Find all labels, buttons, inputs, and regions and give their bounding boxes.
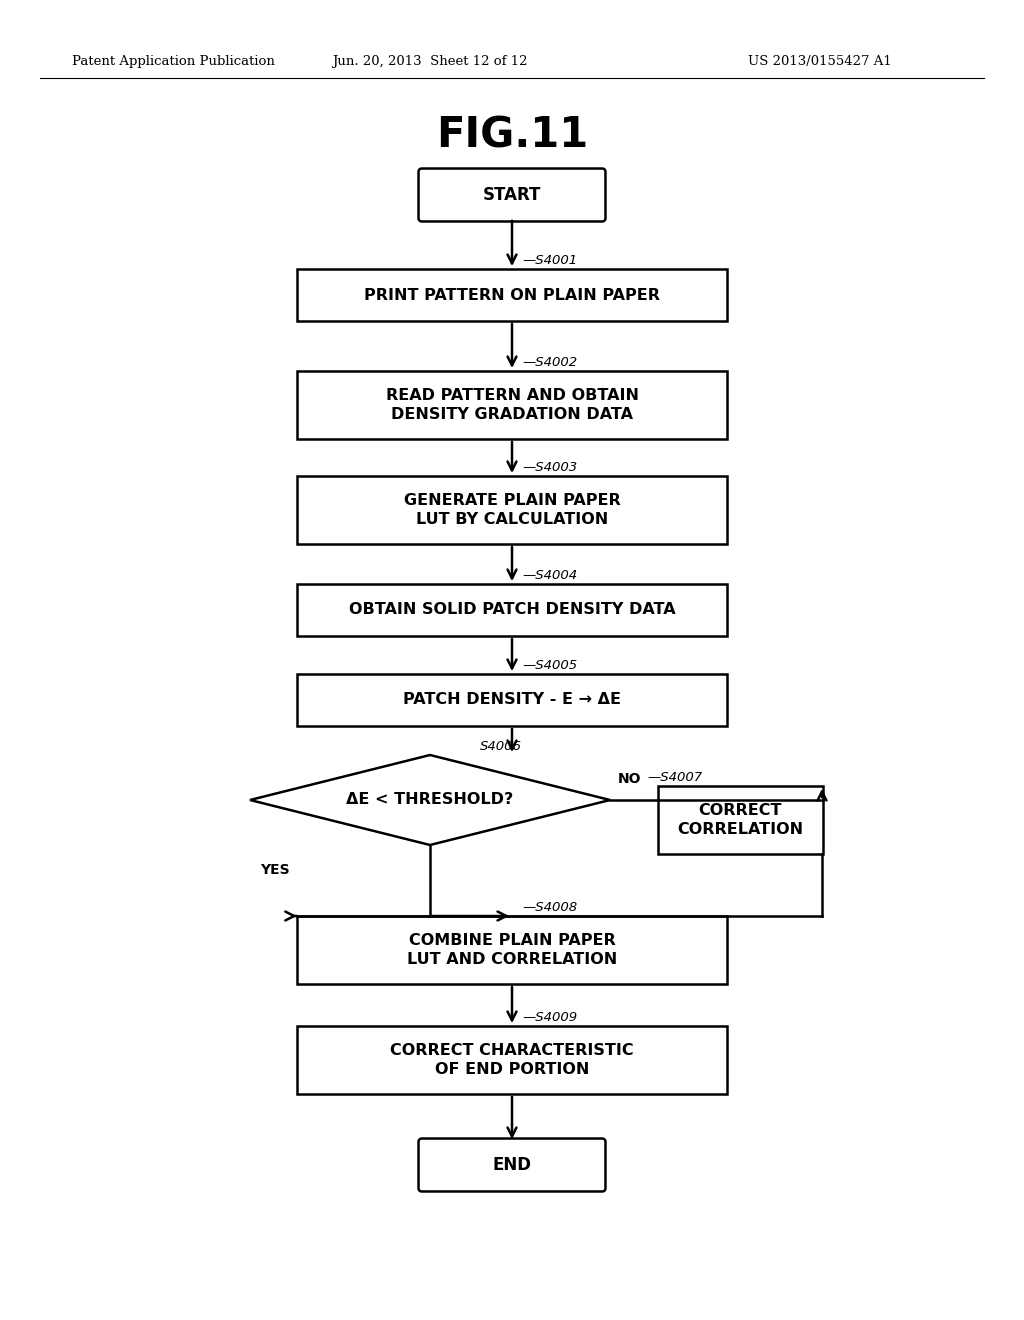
Text: —S4002: —S4002 — [522, 356, 578, 370]
Text: OBTAIN SOLID PATCH DENSITY DATA: OBTAIN SOLID PATCH DENSITY DATA — [349, 602, 675, 618]
Bar — [297, 1026, 727, 1094]
Text: —S4007: —S4007 — [647, 771, 702, 784]
Text: —S4003: —S4003 — [522, 461, 578, 474]
Bar — [297, 583, 727, 636]
Text: —S4005: —S4005 — [522, 659, 578, 672]
Bar — [297, 371, 727, 440]
FancyBboxPatch shape — [419, 1139, 605, 1192]
Bar — [657, 785, 822, 854]
Text: —S4008: —S4008 — [522, 902, 578, 913]
Text: PRINT PATTERN ON PLAIN PAPER: PRINT PATTERN ON PLAIN PAPER — [364, 288, 660, 302]
Text: Patent Application Publication: Patent Application Publication — [72, 55, 274, 69]
FancyBboxPatch shape — [419, 169, 605, 222]
Text: —S4001: —S4001 — [522, 253, 578, 267]
Text: CORRECT CHARACTERISTIC
OF END PORTION: CORRECT CHARACTERISTIC OF END PORTION — [390, 1043, 634, 1077]
Text: S4006: S4006 — [480, 741, 522, 752]
Text: END: END — [493, 1156, 531, 1173]
Text: Jun. 20, 2013  Sheet 12 of 12: Jun. 20, 2013 Sheet 12 of 12 — [332, 55, 527, 69]
Text: FIG.11: FIG.11 — [436, 114, 588, 156]
Text: CORRECT
CORRELATION: CORRECT CORRELATION — [677, 803, 803, 837]
Text: —S4004: —S4004 — [522, 569, 578, 582]
Text: PATCH DENSITY - E → ΔE: PATCH DENSITY - E → ΔE — [403, 693, 621, 708]
Bar — [297, 477, 727, 544]
Text: COMBINE PLAIN PAPER
LUT AND CORRELATION: COMBINE PLAIN PAPER LUT AND CORRELATION — [407, 933, 617, 968]
Text: GENERATE PLAIN PAPER
LUT BY CALCULATION: GENERATE PLAIN PAPER LUT BY CALCULATION — [403, 492, 621, 528]
Text: YES: YES — [260, 863, 290, 876]
Text: US 2013/0155427 A1: US 2013/0155427 A1 — [749, 55, 892, 69]
Text: ΔE < THRESHOLD?: ΔE < THRESHOLD? — [346, 792, 514, 808]
Text: START: START — [482, 186, 542, 205]
Bar — [297, 269, 727, 321]
Bar — [297, 916, 727, 983]
Text: READ PATTERN AND OBTAIN
DENSITY GRADATION DATA: READ PATTERN AND OBTAIN DENSITY GRADATIO… — [385, 388, 639, 422]
Text: —S4009: —S4009 — [522, 1011, 578, 1024]
Polygon shape — [250, 755, 610, 845]
Bar — [297, 675, 727, 726]
Text: NO: NO — [618, 772, 641, 785]
